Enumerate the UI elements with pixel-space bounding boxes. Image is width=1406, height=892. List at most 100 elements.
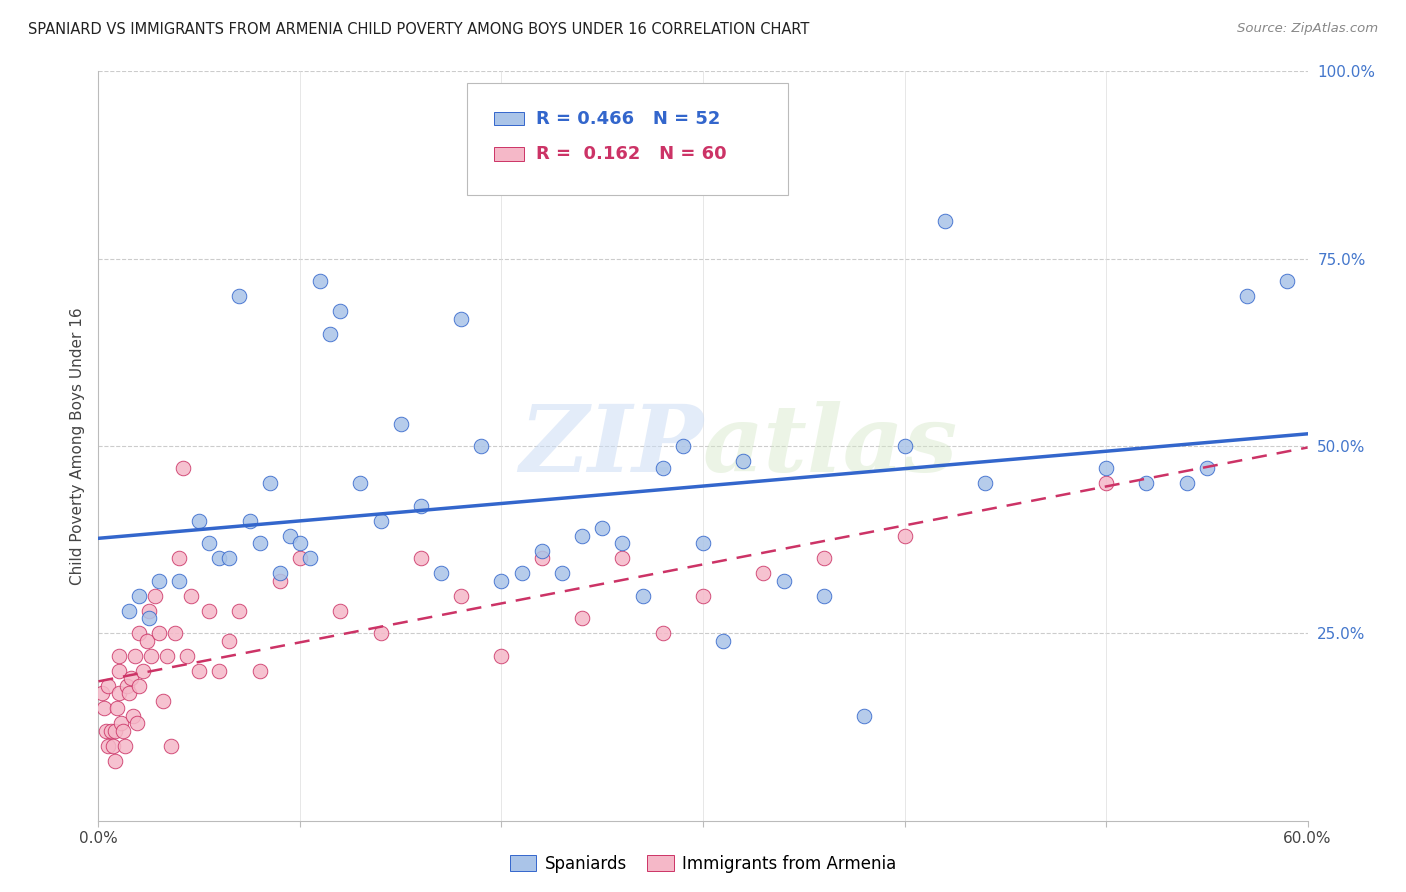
FancyBboxPatch shape bbox=[494, 112, 524, 125]
Point bbox=[128, 589, 150, 603]
Point bbox=[128, 679, 150, 693]
Point bbox=[228, 604, 250, 618]
Point bbox=[813, 589, 835, 603]
Point bbox=[107, 664, 129, 678]
Point bbox=[1095, 476, 1118, 491]
Legend: Spaniards, Immigrants from Armenia: Spaniards, Immigrants from Armenia bbox=[503, 848, 903, 880]
Point bbox=[1236, 289, 1258, 303]
Point bbox=[711, 633, 734, 648]
Point bbox=[111, 723, 134, 738]
Point bbox=[530, 544, 553, 558]
Point bbox=[114, 739, 136, 753]
Point bbox=[329, 304, 352, 318]
Point bbox=[450, 311, 472, 326]
Point bbox=[591, 521, 613, 535]
Point bbox=[198, 536, 221, 550]
Point bbox=[309, 274, 332, 288]
Point bbox=[160, 739, 183, 753]
Point bbox=[672, 439, 695, 453]
Text: ZIP: ZIP bbox=[519, 401, 703, 491]
Point bbox=[319, 326, 342, 341]
Point bbox=[278, 529, 301, 543]
Point bbox=[120, 671, 142, 685]
Point bbox=[107, 648, 129, 663]
Point bbox=[329, 604, 352, 618]
Point bbox=[1135, 476, 1157, 491]
Point bbox=[409, 551, 432, 566]
Point bbox=[148, 626, 170, 640]
Text: atlas: atlas bbox=[703, 401, 959, 491]
Point bbox=[139, 648, 162, 663]
Point bbox=[218, 633, 240, 648]
Point bbox=[430, 566, 453, 581]
Point bbox=[188, 664, 211, 678]
Point bbox=[772, 574, 794, 588]
Point bbox=[148, 574, 170, 588]
Point bbox=[135, 633, 157, 648]
Point bbox=[143, 589, 166, 603]
Point bbox=[107, 686, 129, 700]
Point bbox=[612, 551, 634, 566]
Point bbox=[1195, 461, 1218, 475]
Point bbox=[208, 664, 231, 678]
Point bbox=[631, 589, 654, 603]
Point bbox=[551, 566, 574, 581]
Point bbox=[172, 461, 194, 475]
Point bbox=[167, 574, 190, 588]
Point bbox=[510, 566, 533, 581]
Point bbox=[249, 664, 271, 678]
FancyBboxPatch shape bbox=[494, 147, 524, 161]
Point bbox=[176, 648, 198, 663]
Point bbox=[571, 529, 593, 543]
Point bbox=[138, 604, 160, 618]
Point bbox=[259, 476, 281, 491]
Point bbox=[118, 604, 141, 618]
Point bbox=[100, 723, 122, 738]
Point bbox=[1175, 476, 1198, 491]
Point bbox=[853, 708, 876, 723]
Point bbox=[1277, 274, 1299, 288]
Point bbox=[105, 701, 128, 715]
Point bbox=[249, 536, 271, 550]
Point bbox=[180, 589, 202, 603]
Point bbox=[93, 701, 115, 715]
Point bbox=[651, 461, 673, 475]
Point bbox=[198, 604, 221, 618]
Point bbox=[409, 499, 432, 513]
Point bbox=[132, 664, 155, 678]
Point bbox=[349, 476, 371, 491]
Point bbox=[612, 536, 634, 550]
Point bbox=[299, 551, 322, 566]
Point bbox=[934, 214, 956, 228]
Point bbox=[188, 514, 211, 528]
Point bbox=[288, 551, 311, 566]
Point bbox=[97, 739, 120, 753]
Point bbox=[156, 648, 179, 663]
Point bbox=[208, 551, 231, 566]
FancyBboxPatch shape bbox=[467, 83, 787, 195]
Text: SPANIARD VS IMMIGRANTS FROM ARMENIA CHILD POVERTY AMONG BOYS UNDER 16 CORRELATIO: SPANIARD VS IMMIGRANTS FROM ARMENIA CHIL… bbox=[28, 22, 810, 37]
Point bbox=[752, 566, 775, 581]
Point bbox=[813, 551, 835, 566]
Point bbox=[370, 626, 392, 640]
Point bbox=[163, 626, 186, 640]
Point bbox=[125, 716, 148, 731]
Point bbox=[470, 439, 492, 453]
Point bbox=[218, 551, 240, 566]
Point bbox=[893, 439, 915, 453]
Text: R = 0.466   N = 52: R = 0.466 N = 52 bbox=[536, 110, 721, 128]
Point bbox=[228, 289, 250, 303]
Point bbox=[651, 626, 673, 640]
Point bbox=[893, 529, 915, 543]
Point bbox=[571, 611, 593, 625]
Point bbox=[110, 716, 132, 731]
Point bbox=[692, 589, 714, 603]
Point bbox=[96, 723, 118, 738]
Text: Source: ZipAtlas.com: Source: ZipAtlas.com bbox=[1237, 22, 1378, 36]
Point bbox=[128, 626, 150, 640]
Y-axis label: Child Poverty Among Boys Under 16: Child Poverty Among Boys Under 16 bbox=[69, 307, 84, 585]
Point bbox=[733, 454, 755, 468]
Point bbox=[101, 739, 124, 753]
Point bbox=[124, 648, 146, 663]
Point bbox=[167, 551, 190, 566]
